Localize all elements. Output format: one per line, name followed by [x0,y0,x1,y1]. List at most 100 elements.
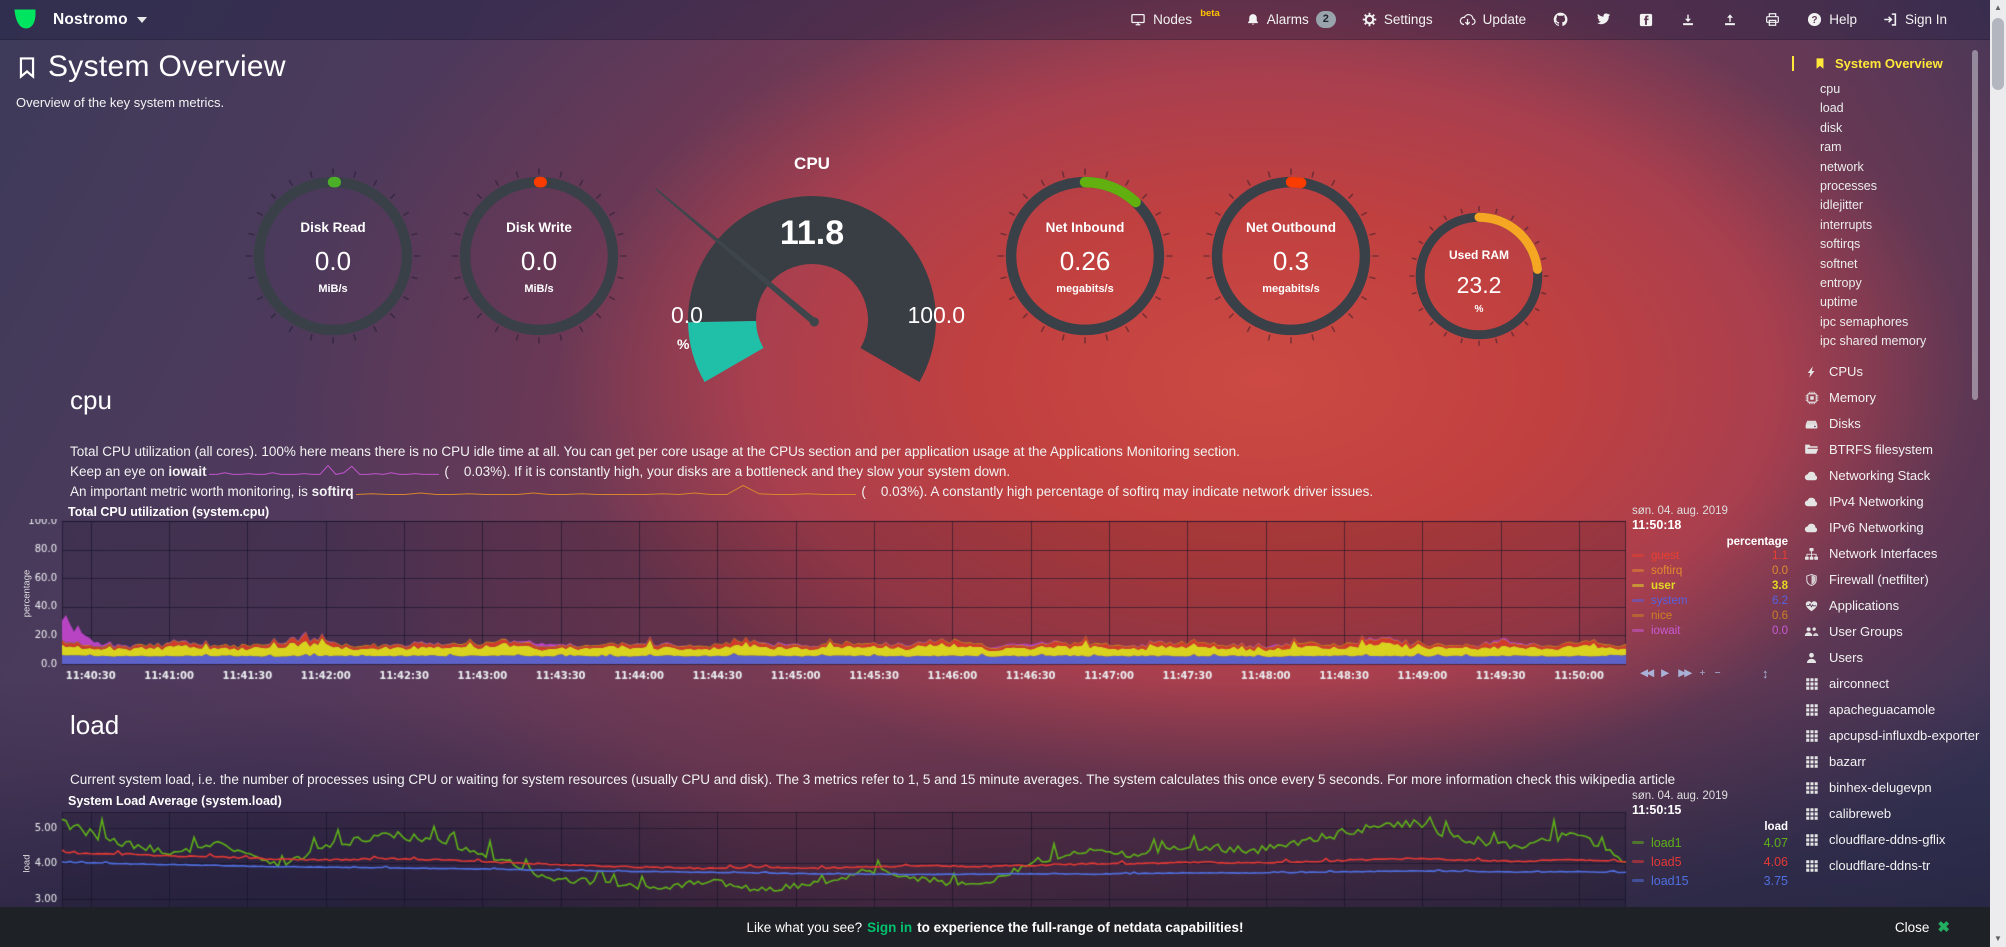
legend-row-load1[interactable]: load1 4.07 [1632,833,1788,852]
page-header: System Overview Overview of the key syst… [16,50,286,110]
gauge-net-inbound[interactable]: Net Inbound 0.26 megabits/s [997,168,1173,368]
sidebar-submenu: cpu load disk ram network processes idlejitter… [1792,80,1990,352]
sitemap-icon [1804,547,1819,561]
cpu-chart-legend: søn. 04. aug. 2019 11:50:18 percentage gues… [1632,505,1788,638]
close-icon: ✖ [1937,919,1950,936]
sidebar-item-btrfs-filesystem[interactable]: BTRFS filesystem [1792,441,1990,459]
sidebar-item-label: airconnect [1829,675,1889,691]
alarms-label: Alarms [1266,12,1309,27]
legend-row-iowait[interactable]: iowait 0.0 [1632,623,1788,638]
close-banner-button[interactable]: Close ✖ [1895,907,1950,947]
sidebar-item-apcupsd-influxdb-exporter[interactable]: apcupsd-influxdb-exporter [1792,727,1990,745]
scrollbar-up-arrow[interactable]: ▲ [1994,3,2002,12]
sidebar-item-label: Memory [1829,389,1876,405]
banner-signin-link[interactable]: Sign in [867,919,913,935]
sidebar-subitem-disk[interactable]: disk [1820,120,1843,135]
legend-row-user[interactable]: user 3.8 [1632,578,1788,593]
gauge-used-ram[interactable]: Used RAM 23.2% [1409,206,1549,376]
sidebar-item-ipv4-networking[interactable]: IPv4 Networking [1792,493,1990,511]
legend-row-guest[interactable]: guest 1.1 [1632,548,1788,563]
nodes-button[interactable]: Nodes beta [1117,0,1233,40]
sidebar-item-apacheguacamole[interactable]: apacheguacamole [1792,701,1990,719]
scrollbar-down-arrow[interactable]: ▼ [1994,934,2002,943]
sidebar-subitem-load[interactable]: load [1820,101,1844,116]
sidebar-subitem-entropy[interactable]: entropy [1820,276,1862,291]
gauge-unit: MiB/s [318,283,348,295]
print-button[interactable] [1751,0,1794,40]
signin-icon [1883,12,1898,27]
legend-time: 11:50:18 [1632,518,1682,532]
signin-button[interactable]: Sign In [1870,0,1960,40]
sidebar-subitem-interrupts[interactable]: interrupts [1820,217,1873,232]
sidebar-subitem-network[interactable]: network [1820,159,1864,174]
help-button[interactable]: ? Help [1794,0,1870,40]
sidebar-item-calibreweb[interactable]: calibreweb [1792,805,1990,823]
sidebar-item-applications[interactable]: Applications [1792,597,1990,615]
sidebar-item-bazarr[interactable]: bazarr [1792,753,1990,771]
gauge-min-label: 0.0 [671,302,703,328]
legend-row-softirq[interactable]: softirq 0.0 [1632,563,1788,578]
sidebar-subitem-ipc-shared-memory[interactable]: ipc shared memory [1820,334,1927,349]
cpu-chart-resize-handle[interactable]: ↕ [1762,666,1769,681]
scrollbar-thumb[interactable] [1992,18,2004,90]
legend-row-nice[interactable]: nice 0.6 [1632,608,1788,623]
gauge-value: 0.3 [1272,246,1310,276]
node-selector[interactable]: Nostromo [53,11,147,29]
github-button[interactable] [1539,0,1582,40]
sidebar-subitem-cpu[interactable]: cpu [1820,82,1841,96]
cpu-chart-canvas[interactable] [24,519,1630,685]
legend-row-load5[interactable]: load5 4.06 [1632,852,1788,871]
fast-forward-button[interactable]: ▶▶ [1678,667,1692,679]
gauge-title: Net Outbound [1246,220,1336,235]
heartbeat-icon [1804,599,1819,612]
sidebar-subitem-softnet[interactable]: softnet [1820,256,1858,271]
sidebar-item-memory[interactable]: Memory [1792,389,1990,407]
sidebar-subitem-idlejitter[interactable]: idlejitter [1820,198,1864,213]
sidebar-item-user-groups[interactable]: User Groups [1792,623,1990,641]
legend-date: søn. 04. aug. 2019 [1632,790,1728,802]
sidebar-subitem-ipc-semaphores[interactable]: ipc semaphores [1820,314,1909,329]
gauge-disk-read[interactable]: Disk Read 0.0 MiB/s [245,168,421,368]
sidebar-item-airconnect[interactable]: airconnect [1792,675,1990,693]
gauge-net-outbound[interactable]: Net Outbound 0.3 megabits/s [1203,168,1379,368]
gauge-disk-write[interactable]: Disk Write 0.0 MiB/s [451,168,627,368]
nav-right: Nodes beta Alarms 2 Settings Update [1117,0,1990,40]
sidebar-subitem-ram[interactable]: ram [1820,140,1842,155]
alarms-button[interactable]: Alarms 2 [1233,0,1349,40]
sidebar-item-networking-stack[interactable]: Networking Stack [1792,467,1990,485]
sidebar-subitem-processes[interactable]: processes [1820,179,1877,194]
sidebar-item-network-interfaces[interactable]: Network Interfaces [1792,545,1990,563]
facebook-button[interactable] [1625,0,1667,40]
sidebar-scrollbar-thumb[interactable] [1972,50,1978,400]
sidebar-item-cloudflare-ddns-gflix[interactable]: cloudflare-ddns-gflix [1792,831,1990,849]
export-button[interactable] [1667,0,1709,40]
print-icon [1765,12,1780,27]
zoom-out-button[interactable]: − [1714,667,1721,679]
sidebar-subitem-uptime[interactable]: uptime [1820,295,1858,310]
rewind-button[interactable]: ◀◀ [1640,667,1654,679]
sidebar-subitem-softirqs[interactable]: softirqs [1820,237,1861,252]
legend-row-load15[interactable]: load15 3.75 [1632,871,1788,890]
sidebar-item-binhex-delugevpn[interactable]: binhex-delugevpn [1792,779,1990,797]
page-scrollbar[interactable]: ▲ ▼ [1990,0,2006,947]
sidebar-item-users[interactable]: Users [1792,649,1990,667]
sidebar-item-system-overview[interactable]: System Overview [1792,56,1990,71]
zoom-in-button[interactable]: + [1699,667,1706,679]
sidebar-item-cloudflare-ddns-tr[interactable]: cloudflare-ddns-tr [1792,857,1990,875]
gauge-title: CPU [794,154,830,173]
close-label: Close [1894,919,1930,935]
twitter-button[interactable] [1582,0,1625,40]
play-button[interactable]: ▶ [1661,667,1670,679]
sidebar-item-firewall-netfilter-[interactable]: Firewall (netfilter) [1792,571,1990,589]
settings-button[interactable]: Settings [1349,0,1446,40]
gauge-cpu[interactable]: CPU 11.8 0.0 100.0% [655,154,967,382]
sidebar-item-disks[interactable]: Disks [1792,415,1990,433]
import-button[interactable] [1709,0,1751,40]
sidebar-item-ipv6-networking[interactable]: IPv6 Networking [1792,519,1990,537]
legend-row-system[interactable]: system 6.2 [1632,593,1788,608]
folder-icon [1804,443,1819,456]
update-button[interactable]: Update [1446,0,1540,40]
gauge-unit: % [677,336,690,352]
sidebar-item-cpus[interactable]: CPUs [1792,363,1990,381]
gauge-ring [451,168,627,344]
